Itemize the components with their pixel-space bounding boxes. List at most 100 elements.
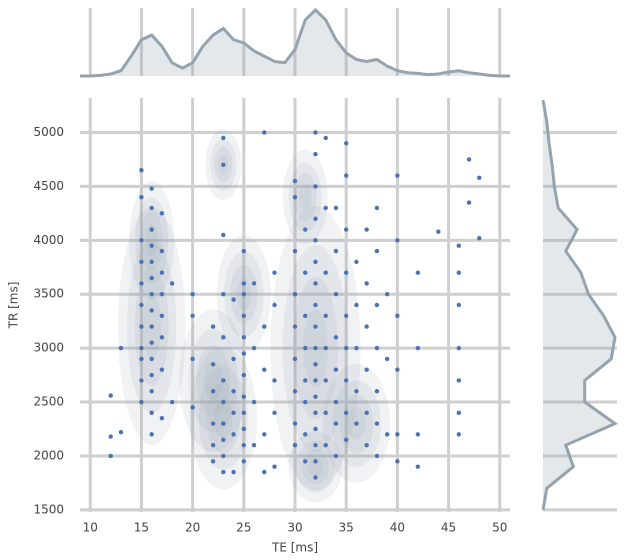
scatter-point xyxy=(395,173,400,178)
scatter-point xyxy=(323,410,328,416)
scatter-point xyxy=(303,459,308,464)
scatter-point xyxy=(456,243,462,248)
scatter-point xyxy=(333,399,339,405)
scatter-point xyxy=(354,389,359,394)
scatter-point xyxy=(221,453,226,459)
scatter-point xyxy=(139,345,144,351)
scatter-point xyxy=(395,459,400,464)
scatter-point xyxy=(159,270,165,275)
scatter-point xyxy=(149,340,154,345)
scatter-point xyxy=(159,248,165,254)
scatter-point xyxy=(303,378,308,383)
scatter-point xyxy=(221,135,226,141)
kde-contour xyxy=(299,184,312,211)
scatter-point xyxy=(262,130,267,135)
scatter-point xyxy=(313,216,318,221)
y-tick-label: 4000 xyxy=(33,233,64,247)
scatter-point xyxy=(303,432,308,437)
scatter-point xyxy=(415,270,421,275)
scatter-point xyxy=(251,281,257,286)
scatter-point xyxy=(364,442,369,448)
scatter-point xyxy=(364,281,369,286)
scatter-point xyxy=(272,378,277,383)
scatter-point xyxy=(149,372,154,378)
scatter-point xyxy=(415,345,421,351)
scatter-point xyxy=(343,173,349,178)
scatter-point xyxy=(456,410,462,416)
kde-contour xyxy=(188,328,238,433)
scatter-point xyxy=(313,362,318,367)
kde-contour xyxy=(308,457,323,477)
scatter-point xyxy=(241,281,247,286)
scatter-point xyxy=(139,194,144,200)
x-tick-label: 35 xyxy=(339,521,354,535)
scatter-point xyxy=(343,227,349,232)
scatter-point xyxy=(395,432,400,437)
scatter-point xyxy=(303,227,308,232)
scatter-point xyxy=(343,345,349,351)
scatter-point xyxy=(159,292,165,297)
scatter-point xyxy=(149,389,154,394)
scatter-point xyxy=(384,356,390,362)
scatter-point xyxy=(149,308,154,313)
scatter-point xyxy=(313,378,318,383)
scatter-point xyxy=(272,270,277,275)
scatter-point xyxy=(159,367,165,372)
scatter-point xyxy=(292,324,298,329)
scatter-point xyxy=(149,432,154,437)
y-tick-label: 5000 xyxy=(33,125,64,139)
scatter-point xyxy=(190,292,195,297)
scatter-point xyxy=(159,211,165,216)
scatter-point xyxy=(159,335,165,340)
scatter-point xyxy=(384,432,390,437)
scatter-point xyxy=(272,464,277,469)
scatter-point xyxy=(139,324,144,329)
scatter-point xyxy=(231,432,236,437)
scatter-point xyxy=(313,459,318,464)
scatter-point xyxy=(364,367,369,372)
scatter-point xyxy=(139,281,144,286)
scatter-point xyxy=(210,442,216,448)
scatter-point xyxy=(303,313,308,318)
scatter-point xyxy=(149,292,154,297)
scatter-point xyxy=(169,281,175,286)
scatter-point xyxy=(241,313,247,318)
scatter-point xyxy=(343,313,349,318)
scatter-point xyxy=(456,270,462,275)
scatter-point xyxy=(231,410,236,416)
scatter-point xyxy=(221,421,226,426)
y-tick-label: 4500 xyxy=(33,179,64,193)
scatter-point xyxy=(210,389,216,394)
scatter-point xyxy=(241,459,247,464)
scatter-point xyxy=(374,421,380,426)
scatter-point xyxy=(364,324,369,329)
scatter-point xyxy=(149,410,154,416)
scatter-point xyxy=(241,351,247,356)
scatter-point xyxy=(343,378,349,383)
kde-contour xyxy=(145,224,158,257)
scatter-point xyxy=(139,302,144,308)
scatter-point xyxy=(139,238,144,243)
scatter-point xyxy=(313,281,318,286)
scatter-point xyxy=(343,437,349,442)
scatter-point xyxy=(241,426,247,432)
scatter-point xyxy=(303,345,308,351)
scatter-point xyxy=(159,313,165,318)
scatter-point xyxy=(190,313,195,318)
marginal-area xyxy=(543,100,615,510)
scatter-point xyxy=(231,469,236,475)
kde-contour xyxy=(206,382,241,454)
scatter-point xyxy=(313,130,318,135)
kde-contour xyxy=(198,366,248,470)
scatter-point xyxy=(108,434,113,439)
scatter-point xyxy=(323,378,328,383)
scatter-point xyxy=(231,389,236,394)
x-tick-label: 20 xyxy=(185,521,200,535)
scatter-point xyxy=(292,356,298,362)
scatter-point xyxy=(436,229,441,234)
kde-contour xyxy=(301,448,329,485)
kde-contour xyxy=(295,440,336,493)
scatter-point xyxy=(292,442,298,448)
y-tick-label: 1500 xyxy=(33,502,64,516)
scatter-point xyxy=(456,432,462,437)
